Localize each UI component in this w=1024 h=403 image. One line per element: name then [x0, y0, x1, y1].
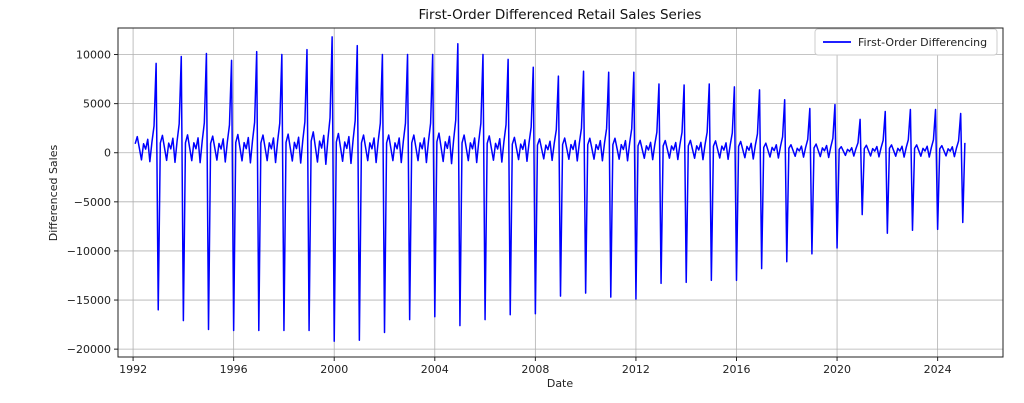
legend-box: [814, 28, 998, 56]
legend: First-Order Differencing: [814, 28, 998, 56]
legend-label: First-Order Differencing: [858, 36, 987, 49]
y-tick-label: −5000: [74, 196, 111, 209]
y-tick-label: −20000: [67, 343, 111, 356]
y-tick-label: 5000: [83, 98, 111, 111]
x-axis: 1992 1996 2000 2004 2008 2012 2016 2020 2024: [119, 357, 952, 376]
series-layer: [134, 36, 966, 343]
y-tick-label: −15000: [67, 294, 111, 307]
y-axis: −20000 −15000 −10000 −5000 0 5000 10000: [67, 49, 118, 356]
x-tick-label: 2008: [521, 363, 549, 376]
x-axis-label: Date: [547, 377, 574, 390]
x-tick-label: 1996: [220, 363, 248, 376]
y-tick-label: 0: [104, 147, 111, 160]
x-tick-label: 1992: [119, 363, 147, 376]
grid: [118, 28, 1003, 357]
y-tick-label: 10000: [76, 49, 111, 62]
x-tick-label: 2020: [823, 363, 851, 376]
x-tick-label: 2016: [722, 363, 750, 376]
y-tick-label: −10000: [67, 245, 111, 258]
x-tick-label: 2024: [924, 363, 952, 376]
x-tick-label: 2012: [622, 363, 650, 376]
series-line: [134, 36, 966, 343]
y-axis-label: Differenced Sales: [47, 145, 60, 242]
x-tick-label: 2000: [320, 363, 348, 376]
x-tick-label: 2004: [421, 363, 449, 376]
chart-title: First-Order Differenced Retail Sales Ser…: [419, 7, 702, 23]
plot-frame: [117, 27, 1004, 358]
